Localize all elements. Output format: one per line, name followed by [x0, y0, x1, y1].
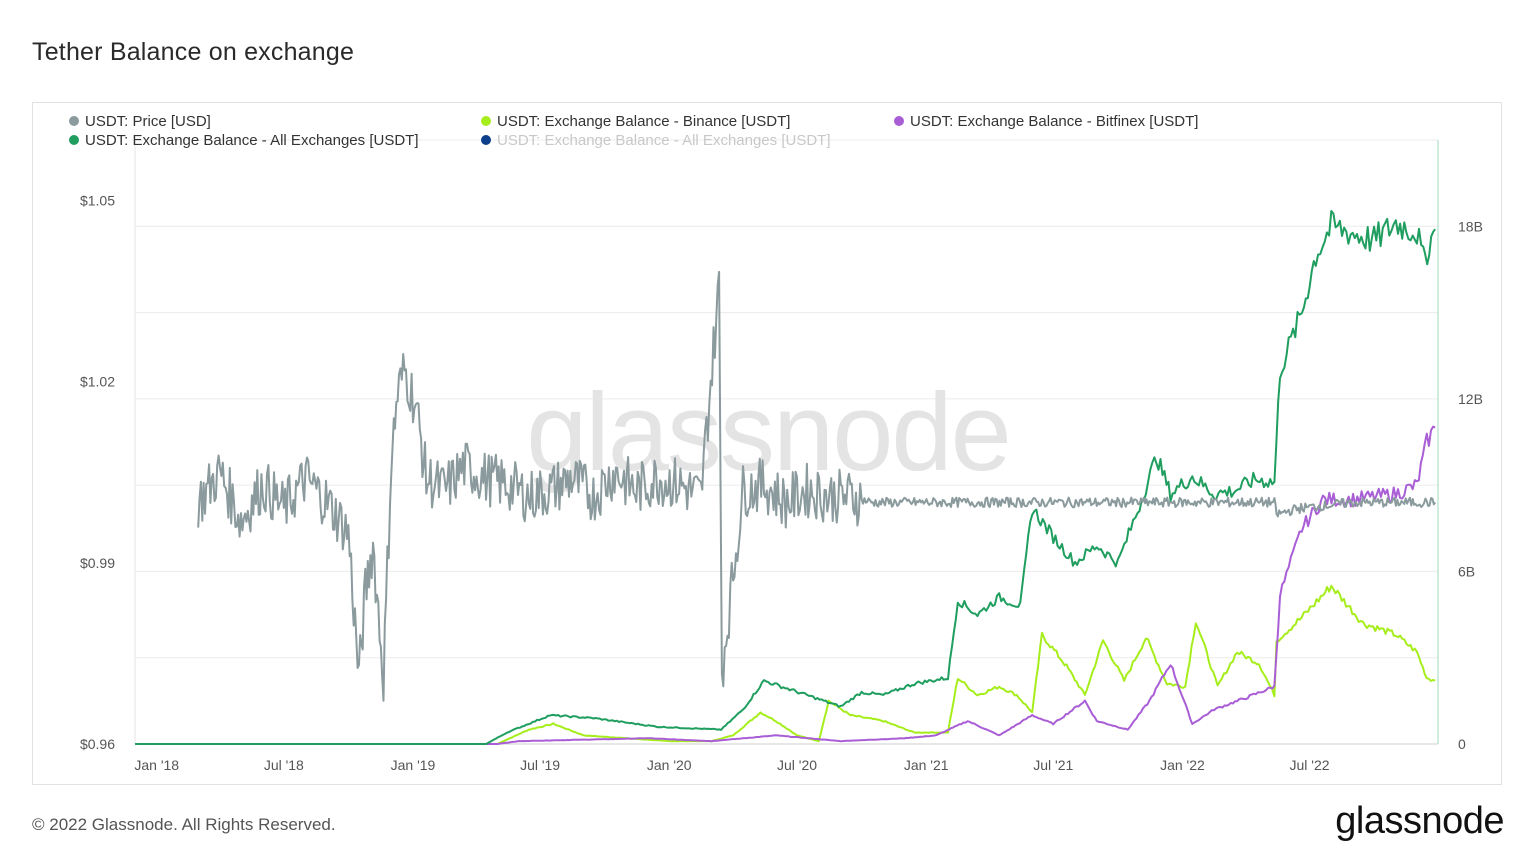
x-tick-label: Jul '18: [264, 757, 304, 773]
x-tick-label: Jan '19: [391, 757, 436, 773]
y-right-tick-label: 18B: [1458, 218, 1483, 234]
series-line: [197, 270, 1437, 702]
y-right-tick-label: 0: [1458, 736, 1466, 752]
axes: $0.96 $0.99 $1.02 $1.05 0 6B 12B 18B Jan '18 Jul …: [80, 140, 1483, 773]
chart-title: Tether Balance on exchange: [32, 38, 355, 66]
series-layer: [135, 210, 1437, 745]
x-tick-label: Jul '22: [1290, 757, 1330, 773]
legend-swatch: [481, 135, 491, 145]
legend-label: USDT: Exchange Balance - Bitfinex [USDT]: [910, 113, 1198, 130]
legend-item[interactable]: USDT: Exchange Balance - Bitfinex [USDT]: [894, 113, 1198, 130]
legend-item[interactable]: USDT: Exchange Balance - All Exchanges […: [69, 132, 419, 149]
legend-item[interactable]: USDT: Exchange Balance - All Exchanges […: [481, 132, 831, 149]
copyright-text: © 2022 Glassnode. All Rights Reserved.: [32, 815, 336, 834]
legend-label: USDT: Price [USD]: [85, 113, 211, 130]
y-left-tick-label: $0.99: [80, 555, 115, 571]
legend-label: USDT: Exchange Balance - All Exchanges […: [85, 132, 419, 149]
x-tick-label: Jul '21: [1033, 757, 1073, 773]
legend-label: USDT: Exchange Balance - Binance [USDT]: [497, 113, 790, 130]
y-left-tick-label: $1.02: [80, 374, 115, 390]
y-right-tick-label: 12B: [1458, 391, 1483, 407]
legend[interactable]: USDT: Price [USD] USDT: Exchange Balance …: [69, 113, 1198, 149]
chart-frame: [32, 102, 1502, 785]
x-tick-label: Jan '20: [647, 757, 692, 773]
legend-item[interactable]: USDT: Exchange Balance - Binance [USDT]: [481, 113, 790, 130]
x-tick-label: Jan '21: [904, 757, 949, 773]
legend-label: USDT: Exchange Balance - All Exchanges […: [497, 132, 831, 149]
y-right-tick-label: 6B: [1458, 563, 1475, 579]
brand-logo: glassnode: [1335, 800, 1504, 842]
legend-swatch: [481, 116, 491, 126]
x-tick-label: Jul '19: [520, 757, 560, 773]
legend-item[interactable]: USDT: Price [USD]: [69, 113, 211, 130]
series-line: [135, 210, 1436, 745]
x-tick-label: Jan '22: [1160, 757, 1205, 773]
legend-swatch: [69, 116, 79, 126]
y-left-tick-label: $0.96: [80, 736, 115, 752]
y-left-tick-label: $1.05: [80, 192, 115, 208]
watermark: glassnode: [526, 371, 1010, 494]
series-line: [135, 584, 1436, 745]
legend-swatch: [894, 116, 904, 126]
x-tick-label: Jul '20: [777, 757, 817, 773]
legend-swatch: [69, 135, 79, 145]
x-tick-label: Jan '18: [134, 757, 179, 773]
